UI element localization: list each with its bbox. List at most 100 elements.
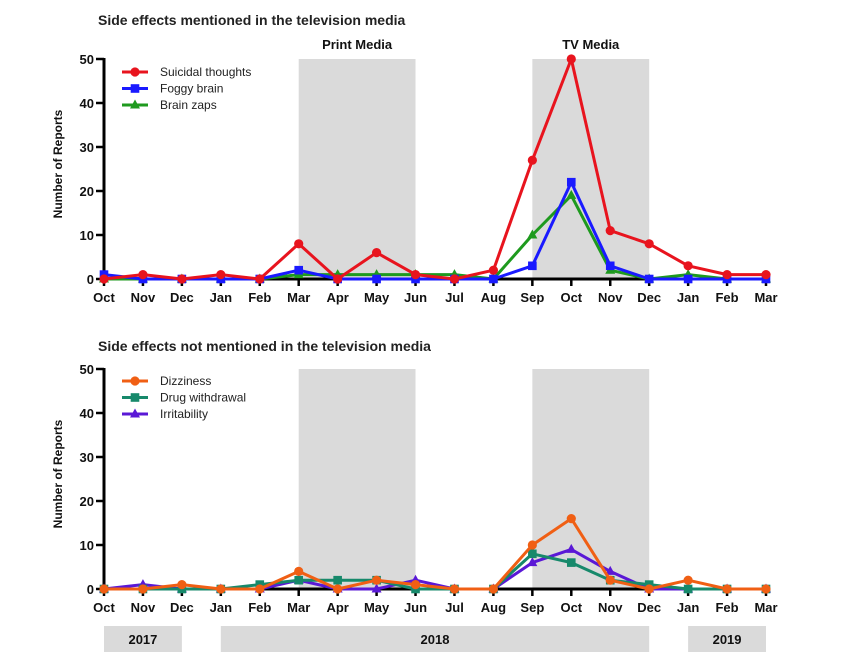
series-line: [103, 57, 766, 281]
data-point: [566, 514, 576, 524]
x-tick-label: Nov: [131, 290, 156, 305]
x-tick-label: Sep: [520, 290, 544, 305]
y-tick-label: 50: [80, 362, 94, 377]
x-tick-label: Oct: [560, 600, 582, 615]
x-tick-label: Mar: [287, 290, 310, 305]
legend-item: Foggy brain: [122, 82, 223, 96]
shaded-region: [298, 59, 416, 279]
x-tick-label: Feb: [248, 600, 271, 615]
year-bar: 2017 2018 2019: [104, 626, 766, 652]
x-tick-label: Apr: [326, 600, 348, 615]
year-box: [220, 626, 650, 652]
y-tick-label: 20: [80, 184, 94, 199]
x-tick-label: Dec: [637, 600, 661, 615]
shaded-region: [532, 59, 650, 279]
x-tick-label: Mar: [287, 600, 310, 615]
legend-item: Brain zaps: [122, 98, 217, 112]
legend: Dizziness Drug withdrawal Irritability: [122, 374, 246, 421]
y-tick-label: 10: [80, 538, 94, 553]
data-point: [566, 558, 576, 567]
year-box: [104, 626, 182, 652]
data-point: [566, 189, 577, 199]
legend-label: Irritability: [160, 407, 208, 421]
x-tick-label: Jul: [445, 290, 464, 305]
y-tick-label: 40: [80, 96, 94, 111]
data-point: [333, 575, 342, 585]
legend-marker: [130, 376, 140, 386]
legend-item: Irritability: [122, 407, 208, 421]
x-tick-label: May: [364, 600, 390, 615]
legend-marker: [130, 67, 140, 77]
year-label: 2017: [128, 632, 157, 647]
legend: Suicidal thoughts Foggy brain Brain zaps: [122, 65, 251, 112]
data-point: [528, 549, 537, 559]
data-point: [722, 584, 732, 594]
x-tick-label: Nov: [131, 600, 156, 615]
y-axis-label: Number of Reports: [51, 109, 65, 218]
legend-item: Drug withdrawal: [122, 391, 246, 405]
x-tick-label: Dec: [170, 600, 194, 615]
shaded-region-label: Print Media: [322, 37, 393, 52]
data-point: [605, 575, 615, 585]
data-point: [527, 155, 537, 165]
shaded-region: [298, 369, 416, 589]
chart-title: Side effects mentioned in the television…: [98, 12, 406, 28]
x-tick-label: Oct: [93, 290, 115, 305]
legend-label: Suicidal thoughts: [160, 65, 251, 79]
data-point: [488, 265, 499, 275]
data-point: [527, 229, 538, 239]
data-point: [410, 270, 421, 280]
x-tick-label: Oct: [93, 600, 115, 615]
x-tick-label: Mar: [754, 290, 777, 305]
legend-item: Suicidal thoughts: [122, 65, 251, 79]
x-tick-label: May: [364, 290, 390, 305]
data-point: [371, 575, 382, 585]
series-brain-zaps: [99, 189, 771, 283]
data-point: [527, 540, 537, 550]
data-point: [449, 584, 460, 594]
legend-label: Dizziness: [160, 374, 211, 388]
x-tick-label: Aug: [481, 600, 506, 615]
legend-label: Brain zaps: [160, 98, 217, 112]
legend-label: Foggy brain: [160, 82, 223, 96]
legend-label: Drug withdrawal: [160, 391, 246, 405]
data-point: [644, 239, 654, 249]
y-tick-label: 0: [87, 272, 94, 287]
data-point: [527, 557, 538, 567]
x-tick-label: Jun: [404, 290, 427, 305]
data-point: [255, 274, 265, 284]
year-box: [688, 626, 766, 652]
y-tick-label: 10: [80, 228, 94, 243]
data-point: [216, 584, 226, 594]
data-point: [644, 584, 654, 594]
chart-title: Side effects not mentioned in the televi…: [98, 338, 431, 354]
series-foggy-brain: [99, 177, 771, 284]
data-point: [371, 583, 382, 593]
x-tick-label: Feb: [715, 600, 738, 615]
data-point: [371, 248, 382, 258]
year-label: 2018: [421, 632, 450, 647]
series-line: [103, 180, 766, 281]
series-line: [103, 547, 766, 591]
x-tick-label: Jan: [677, 600, 699, 615]
x-tick-label: Nov: [598, 290, 623, 305]
x-tick-label: Aug: [481, 290, 506, 305]
data-point: [528, 261, 537, 271]
legend-marker: [130, 393, 140, 402]
y-tick-label: 30: [80, 450, 94, 465]
x-tick-label: Jan: [210, 600, 232, 615]
data-point: [488, 584, 499, 594]
x-tick-label: Dec: [170, 290, 194, 305]
y-tick-label: 50: [80, 52, 94, 67]
data-point: [177, 274, 187, 284]
data-point: [216, 270, 226, 280]
data-point: [761, 584, 771, 594]
y-tick-label: 0: [87, 582, 94, 597]
data-point: [333, 584, 343, 594]
data-point: [605, 261, 615, 271]
data-point: [294, 575, 304, 585]
chart-2: Side effects not mentioned in the televi…: [51, 338, 778, 615]
y-tick-label: 40: [80, 406, 94, 421]
legend-marker: [130, 84, 140, 93]
x-tick-label: Jan: [210, 290, 232, 305]
